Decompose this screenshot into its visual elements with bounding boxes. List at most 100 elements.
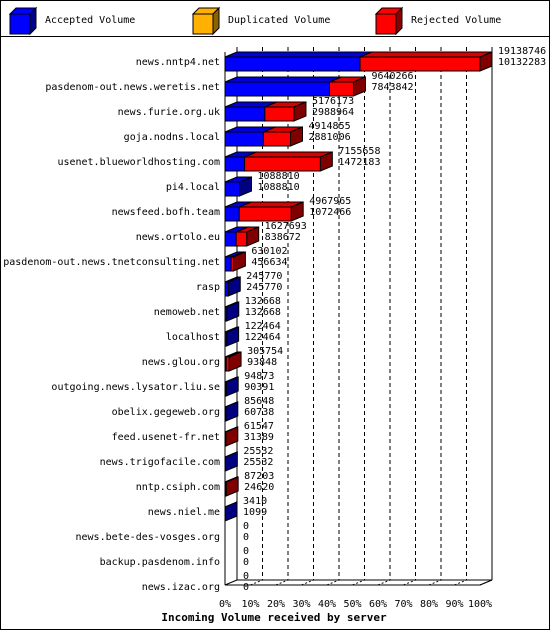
total-value-label: 61547 xyxy=(244,421,274,432)
rejected-bar-top xyxy=(360,52,492,57)
accepted-bar xyxy=(225,132,263,146)
server-label: outgoing.news.lysator.liu.se xyxy=(51,382,220,393)
server-label: news.trigofacile.com xyxy=(100,457,220,468)
accepted-bar xyxy=(225,157,245,171)
accepted-value-label: 122464 xyxy=(245,332,281,343)
total-value-label: 1088810 xyxy=(258,171,300,182)
server-label: usenet.blueworldhosting.com xyxy=(57,157,220,168)
total-value-label: 9640266 xyxy=(371,71,413,82)
rejected-bar xyxy=(360,57,480,71)
rejected-bar xyxy=(236,232,247,246)
x-tick-label: 70% xyxy=(394,599,412,610)
total-value-label: 7155658 xyxy=(338,146,380,157)
grid-floor-line xyxy=(404,580,416,585)
rejected-bar xyxy=(330,82,354,96)
total-value-label: 19138746 xyxy=(498,46,546,57)
accepted-value-label: 1072466 xyxy=(309,207,351,218)
total-value-label: 4967965 xyxy=(309,196,351,207)
accepted-bar xyxy=(225,257,231,271)
accepted-bar-side xyxy=(226,377,238,396)
x-tick-label: 0% xyxy=(219,599,231,610)
accepted-value-label: 25532 xyxy=(243,457,273,468)
server-label: goja.nodns.local xyxy=(124,132,220,143)
grid-floor-line xyxy=(429,580,441,585)
rejected-bar-top xyxy=(245,152,333,157)
server-label: news.bete-des-vosges.org xyxy=(76,532,221,543)
accepted-bar xyxy=(225,82,330,96)
x-tick-label: 50% xyxy=(343,599,361,610)
server-label: pasdenom-out.news.tnetconsulting.net xyxy=(3,257,220,268)
server-label: feed.usenet-fr.net xyxy=(112,432,220,443)
rejected-bar-side xyxy=(226,427,238,446)
legend-label: Accepted Volume xyxy=(45,15,135,26)
accepted-bar xyxy=(225,332,227,346)
accepted-bar xyxy=(225,107,265,121)
accepted-bar xyxy=(225,282,228,296)
accepted-value-label: 456634 xyxy=(251,257,287,268)
accepted-bar xyxy=(225,57,360,71)
accepted-value-label: 0 xyxy=(243,582,249,593)
x-tick-label: 90% xyxy=(445,599,463,610)
rejected-bar xyxy=(263,132,290,146)
legend-swatch xyxy=(376,14,396,34)
total-value-label: 87203 xyxy=(244,471,274,482)
grid-floor-line xyxy=(455,580,467,585)
accepted-bar xyxy=(225,407,226,421)
total-value-label: 94873 xyxy=(244,371,274,382)
server-label: newsfeed.bofh.team xyxy=(112,207,220,218)
accepted-value-label: 1099 xyxy=(243,507,267,518)
accepted-bar-top xyxy=(225,77,342,82)
server-label: news.nntp4.net xyxy=(136,57,220,68)
rejected-bar xyxy=(231,257,233,271)
grid-floor-line xyxy=(378,580,390,585)
legend-swatch xyxy=(193,14,213,34)
x-tick-label: 40% xyxy=(318,599,336,610)
rejected-bar xyxy=(265,107,294,121)
accepted-value-label: 2988964 xyxy=(312,107,354,118)
total-value-label: 4914855 xyxy=(308,121,350,132)
accepted-bar-side xyxy=(226,402,238,421)
accepted-value-label: 0 xyxy=(243,557,249,568)
server-label: rasp xyxy=(196,282,220,293)
rejected-bar xyxy=(226,357,229,371)
server-label: news.furie.org.uk xyxy=(118,107,220,118)
rejected-bar xyxy=(239,207,291,221)
accepted-value-label: 838672 xyxy=(265,232,301,243)
total-value-label: 5176173 xyxy=(312,96,354,107)
x-tick-label: 80% xyxy=(420,599,438,610)
x-tick-label: 30% xyxy=(292,599,310,610)
accepted-bar-side xyxy=(225,452,237,471)
accepted-value-label: 93848 xyxy=(247,357,277,368)
x-tick-label: 60% xyxy=(369,599,387,610)
total-value-label: 245770 xyxy=(246,271,282,282)
accepted-bar xyxy=(225,382,226,396)
total-value-label: 25532 xyxy=(243,446,273,457)
total-value-label: 630102 xyxy=(251,246,287,257)
floor-left-edge xyxy=(225,580,237,585)
grid-floor-line xyxy=(302,580,314,585)
total-value-label: 85648 xyxy=(244,396,274,407)
rejected-bar-side xyxy=(226,477,238,496)
total-value-label: 132668 xyxy=(245,296,281,307)
total-value-label: 305754 xyxy=(247,346,283,357)
accepted-value-label: 0 xyxy=(243,532,249,543)
accepted-bar-side xyxy=(225,502,237,521)
accepted-bar xyxy=(225,207,239,221)
server-label: pasdenom-out.news.weretis.net xyxy=(45,82,220,93)
total-value-label: 122464 xyxy=(245,321,281,332)
server-label: news.izac.org xyxy=(142,582,220,593)
accepted-value-label: 132668 xyxy=(245,307,281,318)
accepted-value-label: 7843842 xyxy=(371,82,413,93)
server-label: pi4.local xyxy=(166,182,220,193)
server-label: nemoweb.net xyxy=(154,307,220,318)
total-value-label: 0 xyxy=(243,546,249,557)
accepted-value-label: 31389 xyxy=(244,432,274,443)
grid-floor-line xyxy=(327,580,339,585)
total-value-label: 3410 xyxy=(243,496,267,507)
legend-swatch xyxy=(10,14,30,34)
grid-floor-line xyxy=(276,580,288,585)
rejected-bar xyxy=(225,482,226,496)
accepted-value-label: 1088810 xyxy=(258,182,300,193)
